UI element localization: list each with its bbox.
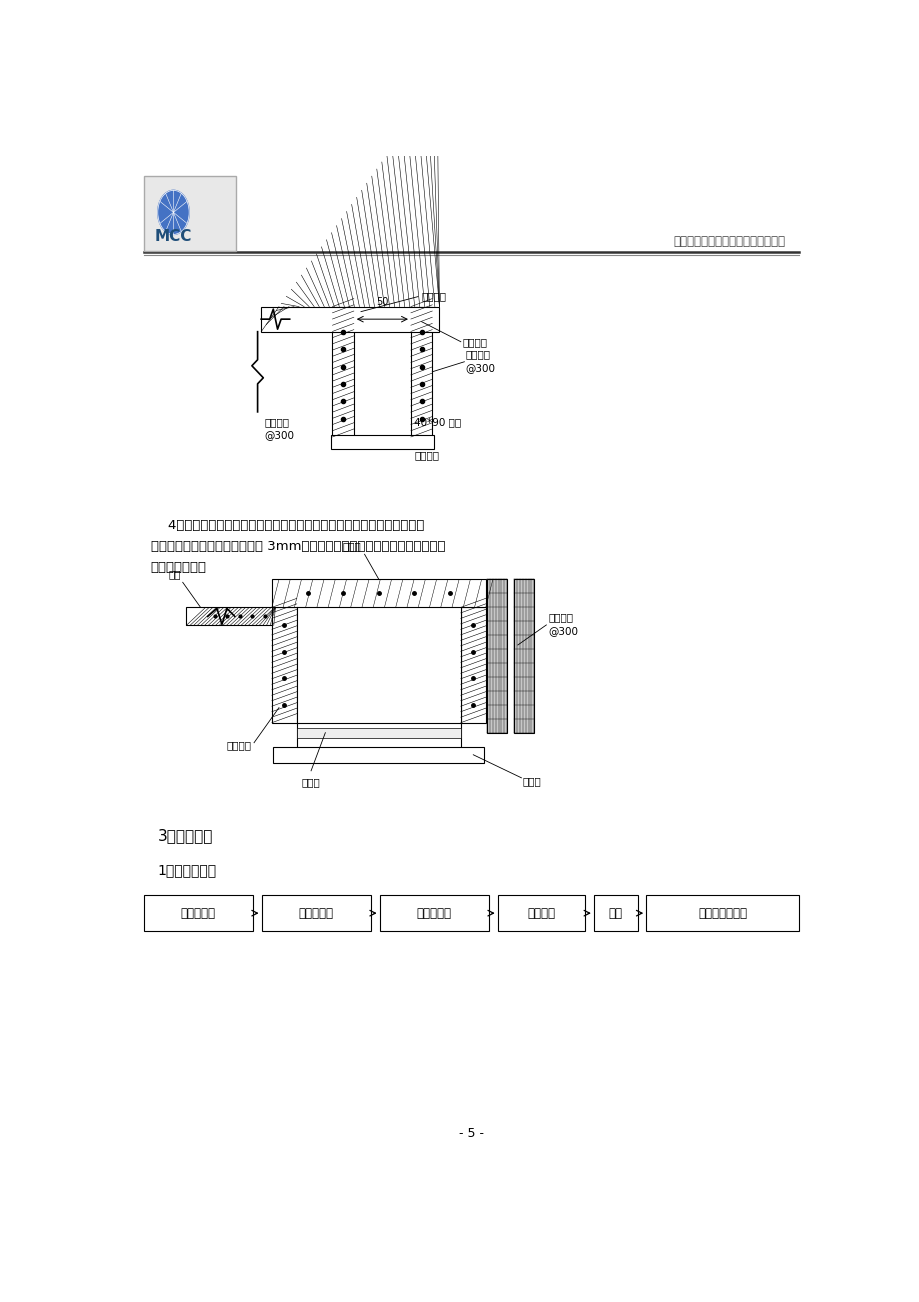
Text: 梁侧模: 梁侧模 [342,542,360,551]
Bar [411,306,432,437]
Text: @300: @300 [465,363,495,372]
Text: 钢筋等隐蔽工程: 钢筋等隐蔽工程 [698,906,746,919]
Bar [272,607,297,723]
Text: 梁底模: 梁底模 [522,776,541,786]
Bar [487,579,506,733]
Bar [261,894,370,931]
Text: 长边模板: 长边模板 [421,292,446,302]
Text: 1）、工艺流程: 1）、工艺流程 [158,863,217,878]
Text: - 5 -: - 5 - [459,1128,483,1141]
Text: 梁底方: 梁底方 [301,777,320,786]
Text: @300: @300 [265,430,294,440]
Text: 4）、梁、板模板配制：梁底模配制时应考虑梁侧模夹梁底模，板底模压
梁侧模，梁底模宜比设计尺寸小 3mm，以抵消混凝土浇筑过程中微胀模引起的
误差。如下图：: 4）、梁、板模板配制：梁底模配制时应考虑梁侧模夹梁底模，板底模压 梁侧模，梁底模… [151,519,445,574]
Bar [332,306,354,437]
Circle shape [158,190,189,234]
Text: 50: 50 [376,297,388,307]
Text: MCC: MCC [154,229,192,243]
Text: 施工缝处理: 施工缝处理 [416,906,451,919]
Text: 梁测背楞: 梁测背楞 [227,740,252,750]
Text: @300: @300 [548,626,578,635]
Bar [497,894,584,931]
Bar [380,894,489,931]
Bar [272,579,485,607]
Text: 背楞钣顶: 背楞钣顶 [465,349,490,359]
Bar [297,728,460,738]
Bar [186,607,275,625]
Bar [514,579,534,733]
Text: 通辽五洲国际商贸城地块一项目工程: 通辽五洲国际商贸城地块一项目工程 [673,236,784,249]
Bar [297,607,460,723]
Text: 抄平、放线: 抄平、放线 [299,906,334,919]
Bar [460,607,485,723]
Bar [331,435,433,449]
Text: 板模: 板模 [168,569,180,579]
Bar [143,894,253,931]
Text: 拚装钣顶: 拚装钣顶 [265,417,289,427]
Text: 封头背楞: 封头背楞 [414,450,439,460]
Text: 拚装钣钉: 拚装钣钉 [548,612,573,622]
Text: 清洁: 清洁 [608,906,622,919]
Text: 封头模板: 封头模板 [461,337,487,346]
Text: 施工缝处理: 施工缝处理 [180,906,216,919]
Text: 植定位桩: 植定位桩 [527,906,555,919]
Text: 40*90 木方: 40*90 木方 [414,417,461,427]
Bar [297,723,460,747]
Bar [645,894,799,931]
Bar [261,307,439,332]
Bar [273,747,483,763]
Bar [593,894,637,931]
Bar [143,176,236,251]
Text: 3、柱模安装: 3、柱模安装 [158,828,213,842]
